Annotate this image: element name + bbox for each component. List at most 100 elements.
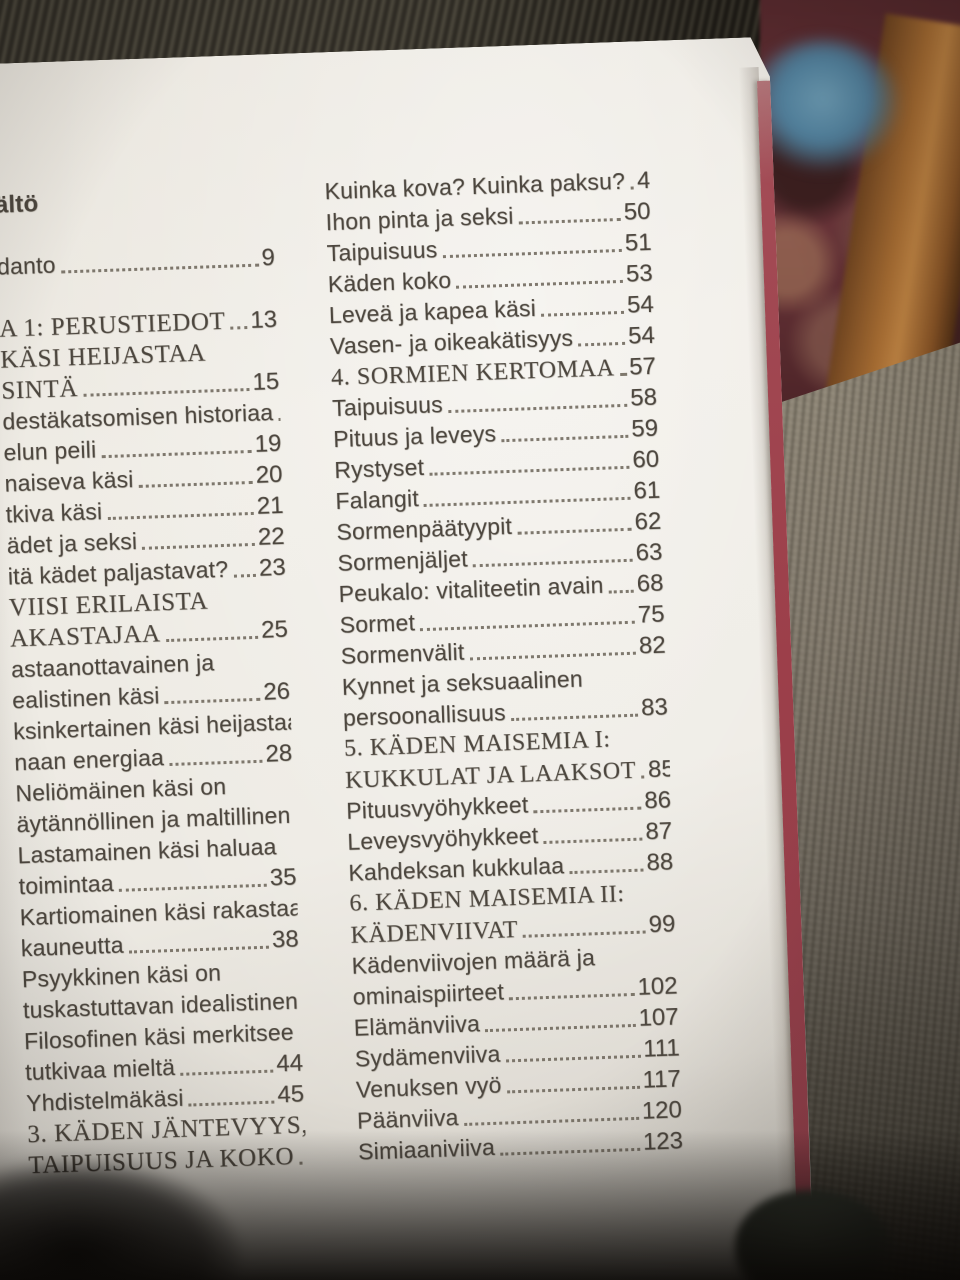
- toc-entry-label: Ihon pinta ja seksi: [325, 202, 514, 236]
- dot-leader: [517, 528, 632, 535]
- dot-leader: [544, 838, 643, 844]
- page-number: 13: [249, 306, 278, 334]
- book-page: ältö danto 9 A 1: PERUSTIEDOT 13 KÄSI HE…: [0, 37, 821, 1280]
- toc-entry-label: Taipuisuus: [331, 391, 444, 422]
- page-number: 59: [630, 414, 659, 443]
- toc-entry-label: elun peili: [3, 436, 97, 466]
- page-number: 48: [636, 166, 651, 195]
- page-number: 50: [623, 197, 651, 226]
- dot-leader: [166, 636, 259, 642]
- toc-entry-label: kauneutta: [20, 931, 125, 962]
- dot-leader: [506, 1055, 641, 1063]
- page-number: 86: [643, 786, 672, 815]
- page-number: 44: [275, 1049, 304, 1078]
- toc-entry-label: danto: [0, 251, 57, 280]
- dot-leader: [189, 1101, 275, 1107]
- page-number: 51: [624, 228, 653, 257]
- page-number: 102: [637, 972, 679, 1001]
- toc-entry-label: ältö: [0, 190, 39, 219]
- page-number: 111: [642, 1034, 681, 1063]
- dot-leader: [180, 1070, 273, 1076]
- dot-leader: [107, 512, 254, 520]
- toc-entry-label: Taipuisuus: [326, 236, 438, 267]
- dot-leader: [119, 884, 267, 892]
- page-number: 26: [262, 677, 291, 706]
- toc-entry-label: persoonallisuus: [342, 699, 507, 731]
- page-number: 22: [257, 522, 286, 551]
- toc-entry-label: Leveysvyöhykkeet: [346, 822, 539, 855]
- dot-leader: [641, 775, 645, 778]
- toc-entry-label: Leveä ja kapea käsi: [328, 294, 537, 329]
- page-number: 82: [638, 631, 667, 660]
- toc-entry-label: ominaispiirteet: [352, 978, 505, 1010]
- dot-leader: [61, 264, 259, 274]
- toc-entry-label: Sormet: [339, 609, 416, 638]
- toc-entry-label: ädet ja seksi: [6, 528, 138, 559]
- toc-entry-label: Yhdistelmäkäsi: [25, 1084, 185, 1117]
- page-number: 99: [648, 910, 676, 939]
- page-number: 63: [635, 538, 663, 567]
- dot-leader: [233, 574, 256, 578]
- toc-entry-label: SINTÄ: [0, 374, 79, 405]
- toc-entry-label: KÄDENVIIVAT: [350, 916, 519, 949]
- toc-entry-label: Sydämenviiva: [354, 1040, 501, 1072]
- page-number: 88: [646, 848, 674, 877]
- toc-entry-label: VIISI ERILAISTA: [8, 587, 209, 622]
- dot-leader: [509, 993, 635, 1000]
- toc-entry-label: Rystyset: [333, 453, 425, 484]
- dot-leader: [101, 450, 252, 458]
- page-number: 117: [642, 1065, 682, 1094]
- dot-leader: [470, 652, 637, 661]
- dot-leader: [83, 388, 250, 397]
- page-number: 54: [627, 321, 656, 350]
- dot-leader: [231, 326, 248, 330]
- page-number: 60: [631, 445, 660, 474]
- toc-entry-label: Psyykkinen käsi on: [21, 959, 222, 993]
- blue-object: [748, 40, 898, 170]
- page-number: 25: [260, 615, 289, 644]
- page-number: 35: [269, 863, 297, 892]
- toc-entry-label: toimintaa: [18, 870, 115, 900]
- page-number: 120: [641, 1096, 683, 1125]
- toc-entry-label: Sormenjäljet: [337, 545, 469, 577]
- toc-entry-label: naiseva käsi: [4, 466, 134, 497]
- dot-leader: [511, 714, 638, 721]
- page-number: 9: [261, 244, 276, 272]
- toc-entry-label: KÄSI HEIJASTAA: [0, 339, 207, 374]
- dot-leader: [569, 869, 643, 875]
- page-number: 62: [634, 507, 662, 536]
- dot-leader: [485, 1024, 636, 1032]
- toc-entry-label: Pituusvyöhykkeet: [345, 791, 529, 824]
- page-number: 15: [252, 367, 280, 396]
- page-number: 45: [276, 1080, 305, 1109]
- dot-leader: [142, 543, 255, 550]
- toc-entry-label: Venuksen vyö: [355, 1071, 502, 1103]
- dot-leader: [169, 760, 263, 766]
- page-number: 87: [644, 817, 673, 846]
- page-number: 85: [647, 755, 671, 784]
- bottom-shadow: [0, 1130, 960, 1280]
- dot-leader: [139, 481, 253, 488]
- toc-right-column: Kuinka kova? Kuinka paksu? 48 Ihon pinta…: [324, 167, 683, 1170]
- dot-leader: [523, 930, 646, 937]
- page-number: 83: [640, 693, 669, 722]
- page-number: 23: [258, 553, 287, 582]
- toc-entry-label: tkiva käsi: [5, 498, 103, 528]
- dot-leader: [420, 621, 635, 631]
- page-number: 57: [628, 352, 657, 381]
- dot-leader: [429, 466, 629, 476]
- dot-leader: [507, 1086, 640, 1094]
- toc-entry-label: naan energiaa: [13, 744, 165, 776]
- toc-entry-label: Elämänviiva: [353, 1010, 481, 1041]
- toc-entry-label: Sormenvälit: [340, 638, 465, 669]
- dot-leader: [424, 497, 631, 507]
- dot-leader: [464, 1117, 639, 1126]
- page-number: 68: [636, 569, 664, 598]
- toc-entry-label: astaanottavainen ja: [10, 649, 215, 683]
- dot-leader: [609, 590, 634, 594]
- toc-left-column: ältö danto 9 A 1: PERUSTIEDOT 13 KÄSI HE…: [0, 182, 307, 1183]
- dot-leader: [534, 807, 642, 814]
- dot-leader: [501, 435, 628, 442]
- dot-leader: [620, 373, 627, 376]
